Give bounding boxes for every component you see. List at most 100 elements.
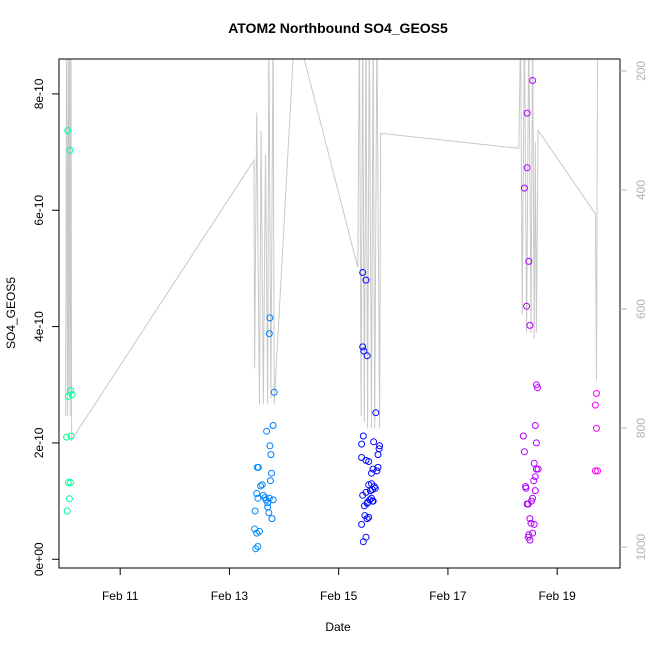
data-point: [268, 515, 276, 523]
data-point: [358, 520, 366, 528]
data-point: [257, 482, 265, 490]
data-point: [359, 432, 367, 440]
data-point: [363, 515, 371, 523]
y-axis-right: 200 400 600 800 1000: [620, 61, 648, 561]
data-point: [252, 545, 260, 553]
data-point: [254, 543, 262, 550]
data-point: [64, 392, 72, 400]
data-point: [358, 440, 366, 448]
y-right-tick-label: 200: [634, 61, 648, 81]
data-point: [591, 401, 599, 409]
data-point: [523, 302, 531, 310]
data-point: [363, 352, 371, 360]
data-point: [525, 531, 533, 539]
data-point: [265, 494, 273, 502]
data-point: [258, 481, 266, 489]
data-point: [270, 388, 278, 396]
data-point: [594, 467, 602, 475]
data-point: [63, 433, 71, 441]
data-point: [530, 477, 538, 485]
data-point: [254, 494, 262, 502]
data-point: [67, 432, 75, 440]
data-point: [253, 490, 261, 497]
data-point: [529, 529, 537, 537]
points-layer: [63, 77, 602, 553]
pressure-line-layer: [65, 59, 598, 442]
data-point: [269, 496, 277, 504]
y-right-tick-label: 400: [634, 180, 648, 200]
data-point: [63, 507, 71, 515]
data-point: [265, 509, 273, 517]
data-point: [529, 77, 537, 84]
pressure-line: [65, 59, 598, 442]
y-right-tick-label: 800: [634, 418, 648, 438]
y-tick-label: 2e-10: [32, 427, 46, 458]
data-point: [376, 442, 384, 450]
data-point: [593, 390, 600, 397]
data-point: [531, 422, 539, 429]
data-point: [371, 484, 379, 492]
x-axis: Feb 11 Feb 13 Feb 15 Feb 17 Feb 19: [102, 567, 577, 603]
x-tick-label: Feb 17: [429, 589, 467, 603]
data-point: [362, 488, 370, 496]
data-point: [264, 499, 272, 507]
data-point: [264, 503, 272, 511]
data-point: [358, 454, 366, 461]
data-point: [369, 465, 377, 473]
y-tick-label: 4e-10: [32, 311, 46, 342]
data-point: [66, 146, 74, 154]
data-point: [263, 427, 271, 435]
data-point: [531, 487, 539, 495]
data-point: [368, 469, 375, 477]
data-point: [526, 321, 534, 329]
data-point: [593, 424, 600, 432]
data-point: [525, 257, 533, 265]
data-point: [267, 451, 275, 459]
data-point: [266, 442, 274, 450]
y-tick-label: 0e+00: [32, 542, 46, 576]
data-point: [519, 432, 527, 440]
data-point: [372, 409, 380, 417]
x-tick-label: Feb 19: [539, 589, 577, 603]
data-point: [265, 330, 273, 338]
y-tick-label: 6e-10: [32, 195, 46, 226]
data-point: [64, 127, 72, 135]
data-point: [365, 458, 373, 465]
data-point: [534, 465, 542, 473]
chart-title: ATOM2 Northbound SO4_GEOS5: [228, 20, 448, 36]
data-point: [523, 109, 531, 117]
data-point: [359, 343, 367, 351]
data-point: [68, 391, 76, 399]
data-point: [527, 519, 535, 527]
y-axis-label: SO4_GEOS5: [4, 277, 18, 349]
data-point: [253, 463, 261, 471]
x-axis-label: Date: [325, 620, 351, 634]
data-point: [269, 422, 277, 429]
data-point: [251, 507, 259, 515]
data-point: [256, 527, 263, 535]
data-point: [530, 520, 538, 528]
y-axis: 0e+00 2e-10 4e-10 6e-10 8e-10: [32, 78, 59, 576]
data-point: [266, 477, 274, 485]
data-point: [268, 469, 275, 477]
y-tick-label: 8e-10: [32, 78, 46, 109]
data-point: [359, 269, 367, 276]
data-point: [591, 467, 599, 475]
data-point: [375, 445, 383, 453]
data-point: [374, 463, 382, 471]
data-point: [520, 184, 528, 192]
x-tick-label: Feb 11: [102, 589, 139, 603]
data-point: [64, 479, 72, 486]
y-right-tick-label: 600: [634, 299, 648, 319]
data-point: [529, 494, 537, 502]
data-point: [266, 314, 274, 322]
data-point: [526, 536, 534, 544]
data-point: [67, 479, 74, 486]
data-point: [532, 439, 540, 447]
data-point: [360, 347, 368, 355]
data-point: [532, 381, 540, 389]
data-point: [520, 448, 528, 456]
data-point: [365, 513, 373, 521]
data-point: [526, 515, 534, 523]
